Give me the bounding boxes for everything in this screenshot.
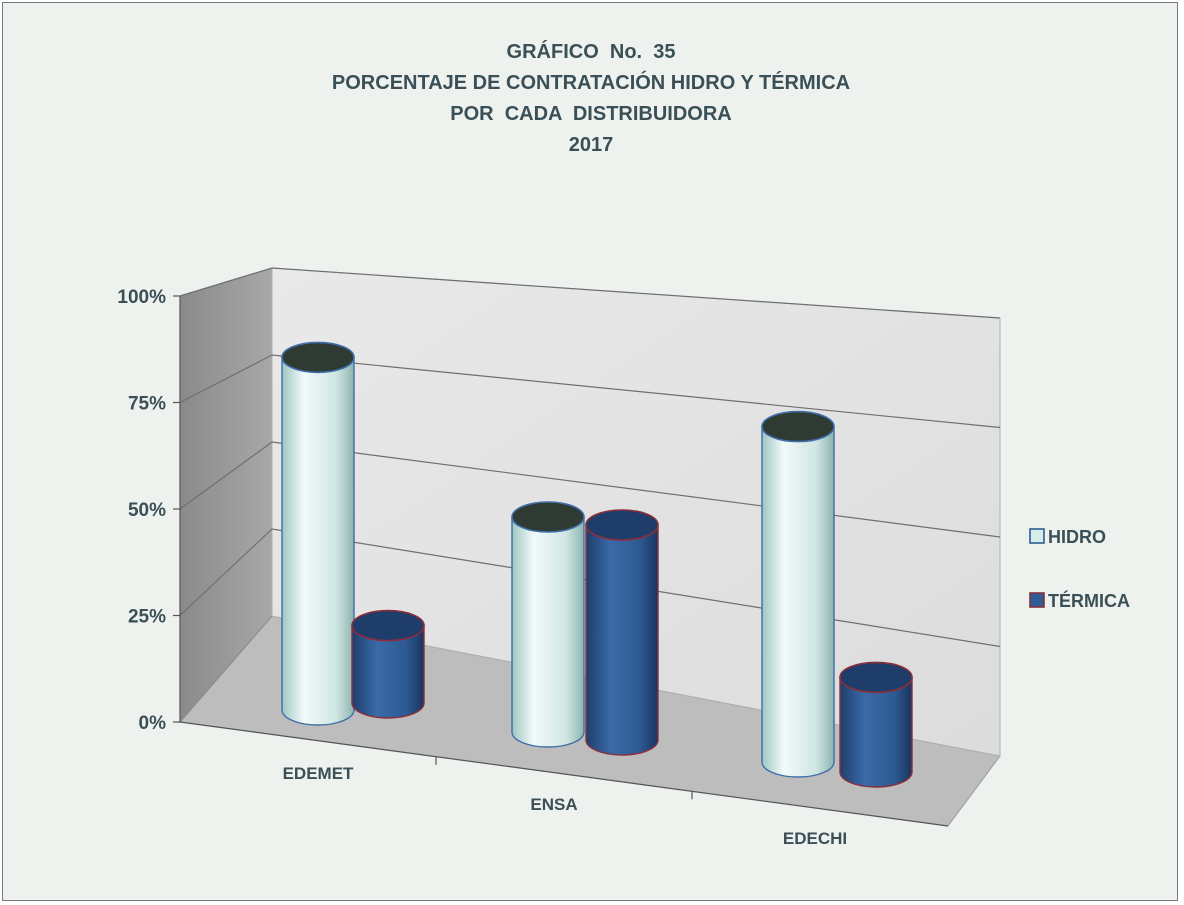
axes: 0% 25% 50% 75% 100% EDEMET ENSA EDECHI: [117, 287, 949, 848]
legend-item-trmica: TÉRMICA: [1029, 590, 1130, 611]
chart-title-line-4: 2017: [568, 134, 614, 156]
x-axis-line: [179, 721, 949, 827]
gridline: [179, 267, 1001, 319]
legend-item-hidro: HIDRO: [1029, 527, 1106, 547]
y-tick-label: 0%: [139, 713, 167, 734]
legend-label: HIDRO: [1048, 527, 1106, 547]
chart-title-line-2: PORCENTAJE DE CONTRATACIÓN HIDRO Y TÉRMI…: [331, 72, 851, 94]
x-tick-label: EDEMET: [283, 764, 354, 783]
legend-swatch: [1029, 592, 1045, 608]
y-tick-label: 50%: [128, 500, 166, 521]
y-tick-label: 25%: [128, 607, 166, 628]
chart-title-line-3: POR CADA DISTRIBUIDORA: [450, 103, 732, 125]
gridline: [179, 354, 1001, 429]
y-tick-label: 75%: [128, 394, 166, 415]
bar-trmica-ensa: [585, 509, 659, 756]
chart-title-line-1: GRÁFICO No. 35: [506, 41, 676, 63]
x-tick-label: ENSA: [530, 795, 577, 814]
bar-hidro-edemet: [281, 341, 355, 726]
x-tick-label: EDECHI: [783, 829, 847, 848]
legend: HIDRO TÉRMICA: [1029, 527, 1130, 611]
y-tick-label: 100%: [117, 287, 166, 308]
chart-title: GRÁFICO No. 35 PORCENTAJE DE CONTRATACIÓ…: [3, 37, 1179, 161]
legend-swatch: [1029, 528, 1045, 544]
grid-lines: [179, 267, 1001, 648]
gridline: [179, 441, 1001, 538]
legend-label: TÉRMICA: [1048, 590, 1130, 611]
bars: [281, 341, 913, 788]
gridline: [179, 528, 1001, 648]
bar-trmica-edemet: [351, 609, 425, 719]
bar-trmica-edechi: [839, 661, 913, 788]
bar-hidro-edechi: [761, 410, 835, 778]
bar-hidro-ensa: [511, 501, 585, 748]
